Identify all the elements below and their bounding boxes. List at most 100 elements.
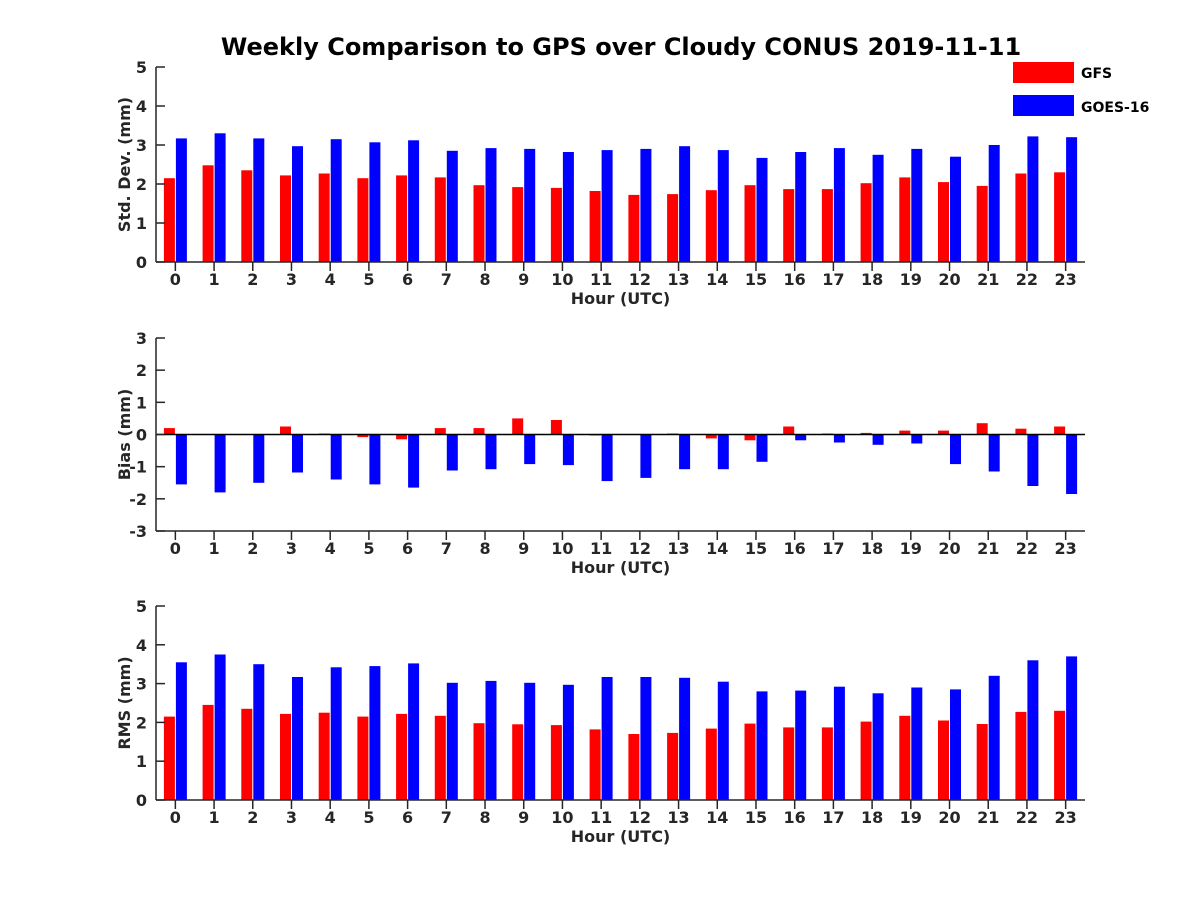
- x-tick-label: 0: [170, 808, 181, 827]
- bar-gfs-21: [976, 423, 988, 435]
- bar-goes16-5: [369, 434, 381, 485]
- bar-gfs-22: [1015, 428, 1027, 435]
- y-tick-label: 2: [136, 713, 147, 732]
- legend-swatch-gfs: [1013, 62, 1074, 83]
- x-tick-label: 15: [745, 539, 767, 558]
- bar-gfs-23: [1054, 710, 1066, 800]
- bar-goes16-13: [679, 677, 691, 800]
- y-tick-label: 4: [136, 97, 147, 116]
- bar-goes16-10: [562, 684, 574, 800]
- x-tick-label: 23: [1055, 539, 1077, 558]
- bar-goes16-21: [988, 145, 1000, 262]
- x-tick-label: 8: [479, 270, 490, 289]
- x-tick-label: 0: [170, 539, 181, 558]
- x-tick-label: 14: [706, 270, 728, 289]
- bar-gfs-4: [318, 712, 330, 800]
- bar-gfs-18: [860, 721, 872, 800]
- bar-gfs-2: [241, 170, 253, 262]
- y-tick-label: 4: [136, 636, 147, 655]
- y-axis-label: Bias (mm): [115, 389, 134, 481]
- x-tick-label: 16: [784, 539, 806, 558]
- y-tick-label: 3: [136, 329, 147, 348]
- bar-gfs-8: [473, 428, 485, 435]
- y-tick-label: 3: [136, 136, 147, 155]
- x-tick-label: 21: [977, 539, 999, 558]
- x-tick-label: 16: [784, 808, 806, 827]
- bar-goes16-0: [175, 662, 187, 800]
- bar-goes16-18: [872, 154, 884, 263]
- bar-goes16-3: [292, 434, 303, 473]
- y-tick-label: 5: [136, 597, 147, 616]
- y-tick-label: 0: [136, 791, 147, 810]
- x-tick-label: 22: [1016, 270, 1038, 289]
- y-tick-label: -2: [129, 490, 147, 509]
- bar-gfs-15: [744, 185, 756, 262]
- bar-goes16-1: [214, 654, 226, 800]
- bar-goes16-7: [446, 682, 458, 800]
- bar-gfs-9: [512, 187, 524, 262]
- bar-goes16-13: [679, 146, 691, 262]
- chart-title: Weekly Comparison to GPS over Cloudy CON…: [221, 33, 1021, 61]
- bar-goes16-8: [485, 434, 497, 470]
- x-tick-label: 9: [518, 270, 529, 289]
- bar-gfs-6: [396, 434, 408, 440]
- x-tick-label: 12: [629, 808, 651, 827]
- y-tick-label: 1: [136, 393, 147, 412]
- bar-goes16-15: [756, 434, 768, 462]
- bar-gfs-7: [434, 177, 446, 262]
- bar-gfs-12: [628, 734, 640, 800]
- bar-gfs-3: [280, 713, 291, 800]
- bar-gfs-16: [783, 189, 795, 262]
- bar-gfs-3: [280, 426, 291, 435]
- x-tick-label: 1: [208, 808, 219, 827]
- x-tick-label: 8: [479, 808, 490, 827]
- bar-goes16-2: [253, 434, 265, 483]
- x-tick-label: 20: [938, 539, 960, 558]
- bar-goes16-6: [408, 663, 420, 800]
- y-axis-label: RMS (mm): [115, 656, 134, 749]
- bar-gfs-11: [589, 729, 601, 800]
- bar-gfs-0: [163, 428, 175, 435]
- bar-goes16-0: [175, 138, 187, 262]
- bar-goes16-1: [214, 133, 226, 262]
- bar-gfs-15: [744, 434, 756, 441]
- bar-goes16-12: [640, 434, 652, 478]
- bar-goes16-8: [485, 680, 497, 800]
- bar-gfs-12: [628, 194, 640, 262]
- legend-swatch-goes16: [1013, 95, 1074, 116]
- bar-goes16-5: [369, 666, 381, 800]
- x-tick-label: 21: [977, 808, 999, 827]
- y-tick-label: 3: [136, 675, 147, 694]
- x-tick-label: 5: [363, 808, 374, 827]
- y-tick-label: 1: [136, 752, 147, 771]
- bar-goes16-17: [833, 434, 845, 443]
- x-tick-label: 10: [551, 270, 573, 289]
- bar-goes16-16: [795, 434, 807, 441]
- x-tick-label: 6: [402, 808, 413, 827]
- x-tick-label: 11: [590, 808, 612, 827]
- x-tick-label: 6: [402, 539, 413, 558]
- bar-goes16-12: [640, 148, 652, 262]
- legend-label-gfs: GFS: [1081, 66, 1112, 82]
- bar-goes16-7: [446, 150, 458, 262]
- bar-gfs-6: [396, 175, 408, 262]
- bar-gfs-8: [473, 723, 485, 800]
- bar-goes16-0: [175, 434, 187, 485]
- bar-gfs-15: [744, 723, 756, 800]
- bar-gfs-13: [667, 194, 679, 262]
- bar-gfs-18: [860, 183, 872, 262]
- bar-goes16-17: [833, 148, 845, 262]
- bar-goes16-17: [833, 686, 845, 800]
- x-tick-label: 14: [706, 808, 728, 827]
- x-tick-label: 11: [590, 270, 612, 289]
- bar-gfs-5: [357, 178, 369, 262]
- x-tick-label: 12: [629, 270, 651, 289]
- x-tick-label: 7: [441, 539, 452, 558]
- bar-goes16-10: [562, 434, 574, 466]
- bar-gfs-20: [938, 182, 949, 262]
- bar-goes16-16: [795, 152, 807, 262]
- x-tick-label: 1: [208, 270, 219, 289]
- x-tick-label: 13: [667, 270, 689, 289]
- bar-gfs-1: [202, 704, 214, 800]
